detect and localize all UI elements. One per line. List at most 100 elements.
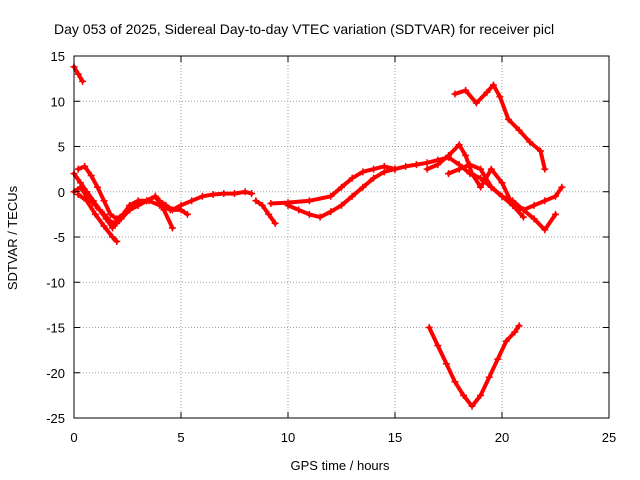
data-point bbox=[145, 197, 153, 205]
y-axis-label: SDTVAR / TECUs bbox=[5, 185, 20, 290]
x-tick-label: 0 bbox=[70, 430, 77, 445]
y-tick-label: -5 bbox=[53, 230, 65, 245]
data-point bbox=[134, 197, 142, 205]
data-point bbox=[487, 183, 495, 191]
data-point bbox=[541, 226, 549, 234]
axis-layer: 0 5 10 15 20 25 -25 -20 -15 -10 -5 0 5 10 15 bbox=[46, 49, 616, 445]
data-point bbox=[425, 324, 433, 331]
data-point bbox=[423, 159, 431, 167]
data-point bbox=[271, 219, 279, 227]
y-tick-label: 5 bbox=[58, 140, 65, 155]
data-point bbox=[537, 147, 545, 155]
data-point bbox=[445, 170, 452, 178]
data-point bbox=[284, 201, 292, 209]
data-point bbox=[109, 233, 117, 241]
series-track-6 bbox=[252, 197, 279, 227]
data-point bbox=[327, 192, 335, 200]
data-point bbox=[87, 171, 95, 179]
data-point bbox=[267, 200, 275, 208]
data-point bbox=[558, 183, 566, 191]
data-point bbox=[498, 192, 506, 200]
data-point bbox=[119, 210, 127, 218]
data-point bbox=[462, 152, 470, 160]
data-point bbox=[455, 165, 463, 173]
data-point bbox=[338, 183, 345, 191]
x-tick-label: 20 bbox=[495, 430, 509, 445]
data-point bbox=[515, 322, 523, 330]
data-point bbox=[519, 213, 527, 221]
data-point bbox=[511, 328, 519, 336]
data-point bbox=[370, 174, 378, 182]
series-line bbox=[253, 198, 278, 226]
data-point bbox=[198, 192, 206, 200]
y-tick-label: 0 bbox=[58, 185, 65, 200]
data-point bbox=[509, 197, 517, 205]
y-tick-label: 10 bbox=[51, 94, 65, 109]
data-point bbox=[74, 165, 82, 173]
data-point bbox=[316, 213, 324, 221]
data-point bbox=[188, 197, 196, 205]
data-point bbox=[100, 210, 108, 218]
data-point bbox=[91, 201, 99, 209]
data-point bbox=[442, 360, 450, 368]
data-point bbox=[166, 206, 174, 214]
data-point bbox=[477, 165, 485, 173]
data-point bbox=[183, 210, 191, 218]
data-point bbox=[113, 215, 121, 223]
data-point bbox=[265, 210, 273, 218]
data-point bbox=[100, 197, 108, 205]
data-point bbox=[477, 183, 485, 191]
data-point bbox=[496, 93, 504, 101]
data-point bbox=[76, 183, 84, 191]
data-point bbox=[177, 206, 185, 214]
data-point bbox=[462, 86, 470, 94]
data-point bbox=[100, 222, 108, 230]
data-point bbox=[487, 165, 495, 173]
data-point bbox=[494, 355, 502, 363]
data-point bbox=[295, 206, 303, 214]
series-track-3 bbox=[70, 183, 176, 232]
data-point bbox=[391, 165, 399, 173]
data-point bbox=[359, 168, 367, 176]
data-point bbox=[412, 161, 420, 169]
chart-title: Day 053 of 2025, Sidereal Day-to-day VTE… bbox=[54, 21, 554, 37]
data-point bbox=[498, 179, 506, 187]
grid-layer bbox=[74, 56, 609, 418]
data-point bbox=[445, 152, 452, 160]
data-point bbox=[83, 197, 91, 205]
series-track-4 bbox=[74, 162, 191, 223]
data-point bbox=[434, 342, 442, 350]
series-track-2 bbox=[70, 170, 256, 232]
x-axis-label: GPS time / hours bbox=[291, 458, 390, 473]
data-point bbox=[79, 77, 87, 85]
data-point bbox=[359, 183, 367, 191]
data-point bbox=[305, 197, 313, 205]
data-point bbox=[113, 238, 121, 246]
data-point bbox=[241, 188, 249, 196]
data-point bbox=[530, 215, 538, 223]
data-point bbox=[504, 115, 512, 123]
y-tick-label: -10 bbox=[46, 275, 65, 290]
data-point bbox=[468, 402, 476, 410]
y-tick-label: -15 bbox=[46, 321, 65, 336]
data-point bbox=[459, 391, 467, 399]
data-point bbox=[489, 81, 497, 89]
data-point bbox=[451, 90, 459, 98]
series-track-7 bbox=[267, 153, 566, 214]
series-track-1 bbox=[70, 63, 87, 85]
series-track-5 bbox=[74, 190, 121, 246]
data-point bbox=[519, 206, 527, 214]
data-point bbox=[338, 201, 345, 209]
x-tick-label: 15 bbox=[388, 430, 402, 445]
data-point bbox=[231, 190, 238, 198]
data-point bbox=[502, 337, 510, 345]
data-point bbox=[94, 183, 102, 191]
series-track-8 bbox=[284, 165, 399, 221]
x-tick-label: 10 bbox=[281, 430, 295, 445]
data-point bbox=[348, 174, 356, 182]
data-point bbox=[541, 197, 549, 205]
y-tick-label: -20 bbox=[46, 366, 65, 381]
data-point bbox=[81, 162, 89, 170]
data-point bbox=[348, 192, 356, 200]
